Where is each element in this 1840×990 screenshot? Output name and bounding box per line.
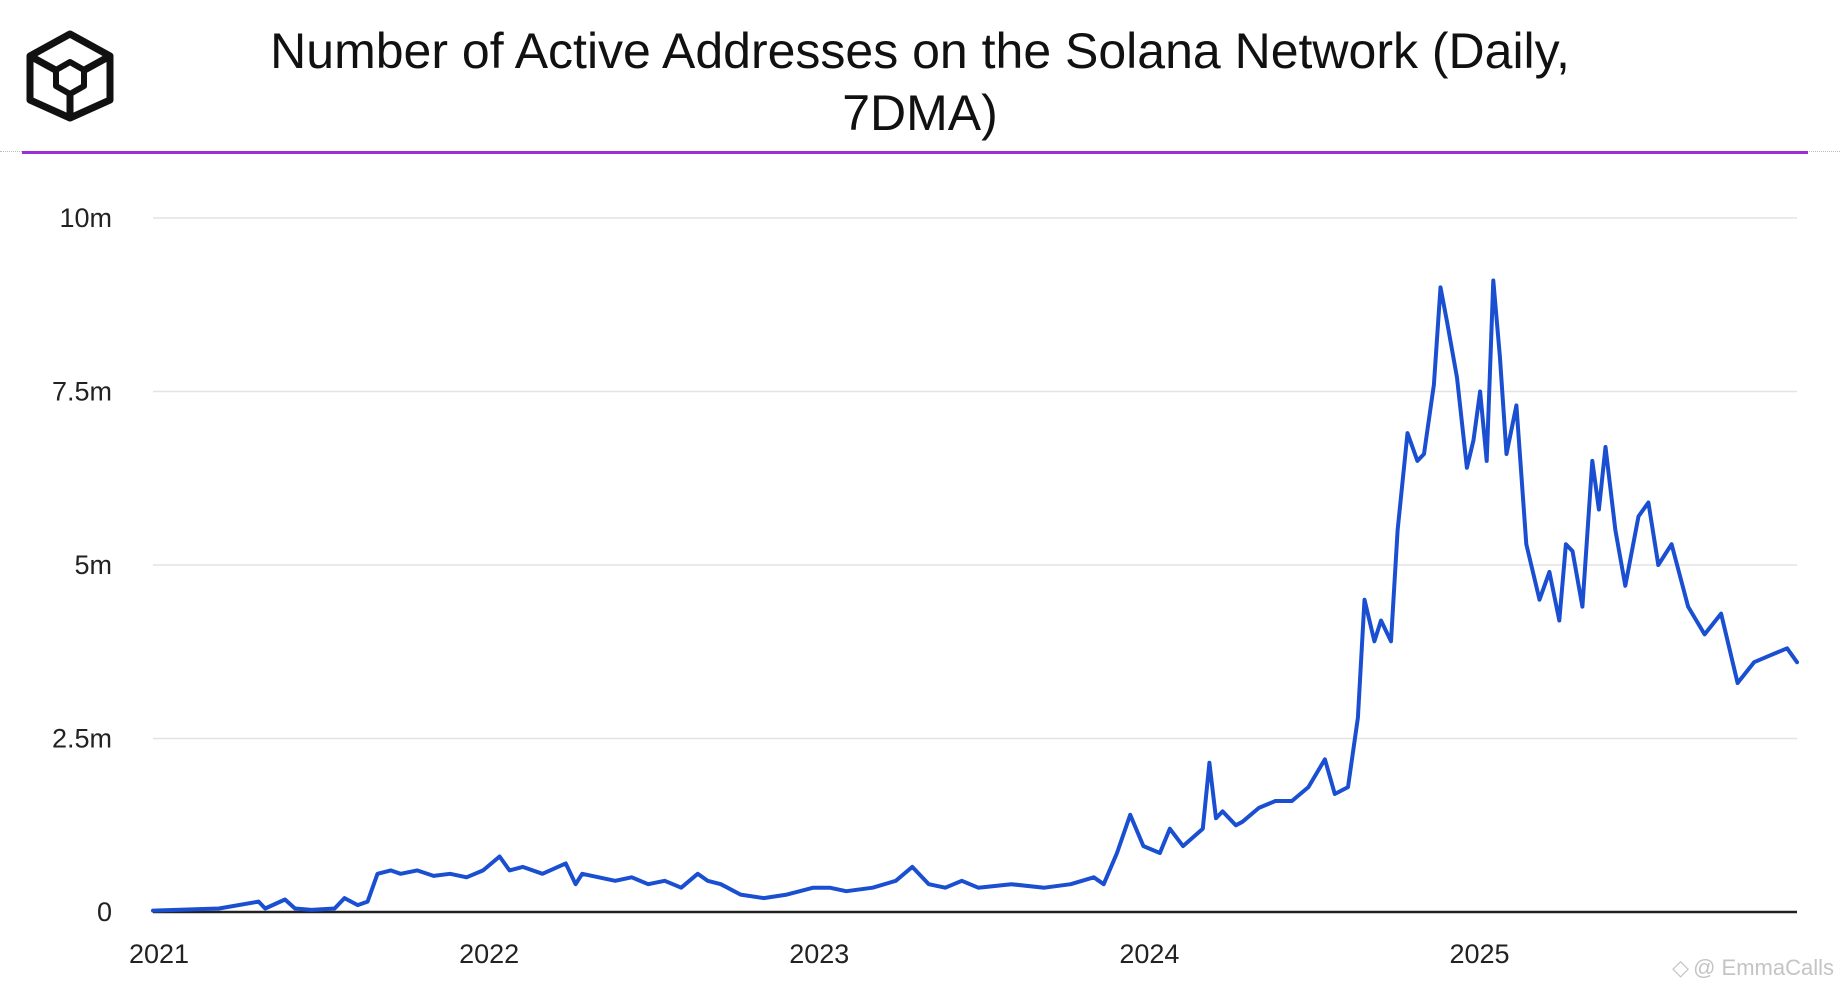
hexagon-cube-logo-icon (26, 30, 114, 122)
grid-lines (153, 217, 1797, 740)
y-tick-label: 2.5m (52, 724, 112, 754)
series-layer (151, 278, 1799, 913)
x-axis-tick-labels: 2021 2022 2023 2024 2025 (129, 939, 1510, 969)
diamond-watermark-icon: ◇ (1672, 955, 1690, 980)
x-tick-label: 2025 (1449, 939, 1509, 969)
x-tick-label: 2022 (459, 939, 519, 969)
y-tick-label: 5m (74, 550, 112, 580)
y-tick-label: 10m (59, 203, 112, 233)
y-axis-tick-labels: 0 2.5m 5m 7.5m 10m (52, 203, 112, 927)
series-line-active-addresses (151, 278, 1799, 913)
chart-canvas: 0 2.5m 5m 7.5m 10m 2021 2022 2023 2024 2025 (52, 203, 1799, 969)
x-tick-label: 2023 (789, 939, 849, 969)
line-chart: 0 2.5m 5m 7.5m 10m 2021 2022 2023 2024 2025 (0, 160, 1840, 990)
x-tick-label: 2021 (129, 939, 189, 969)
chart-title: Number of Active Addresses on the Solana… (270, 23, 1570, 141)
watermark: ◇ @ EmmaCalls (1672, 955, 1834, 981)
watermark-text: @ EmmaCalls (1693, 955, 1834, 980)
y-tick-label: 0 (97, 897, 112, 927)
y-tick-label: 7.5m (52, 377, 112, 407)
chart-header: Number of Active Addresses on the Solana… (0, 0, 1840, 154)
x-tick-label: 2024 (1119, 939, 1179, 969)
header-accent-divider (22, 151, 1808, 154)
